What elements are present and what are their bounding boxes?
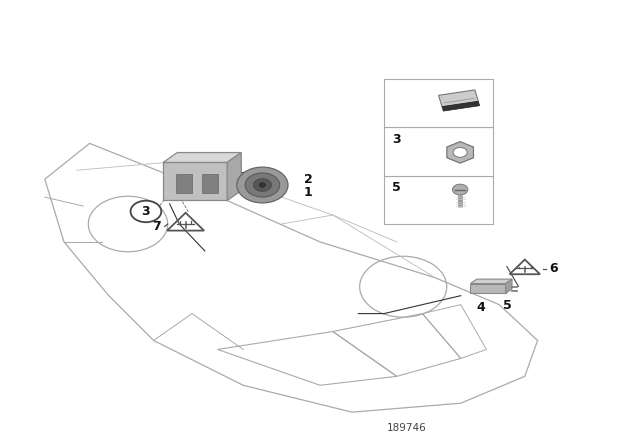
Circle shape [237,167,288,203]
Circle shape [131,201,161,222]
Text: 1: 1 [304,186,313,199]
Bar [163,163,227,201]
Circle shape [245,173,280,197]
Text: 2: 2 [304,172,313,186]
Circle shape [453,147,467,157]
Polygon shape [447,142,474,163]
Text: 3: 3 [141,205,150,218]
Text: 5: 5 [392,181,401,194]
Polygon shape [470,279,512,284]
Polygon shape [227,152,241,201]
Bar [384,176,493,224]
Circle shape [253,179,271,191]
Text: 7: 7 [152,220,161,233]
Bar [202,174,218,193]
Bar [470,284,506,293]
Polygon shape [163,152,241,163]
Text: 5: 5 [503,299,512,312]
Bar [384,79,493,127]
Bar [176,174,192,193]
Polygon shape [442,101,479,111]
Polygon shape [438,90,478,107]
Text: 4: 4 [477,301,486,314]
Circle shape [259,183,266,187]
Polygon shape [506,279,512,293]
Text: 3: 3 [392,133,401,146]
Text: 189746: 189746 [387,423,426,433]
Circle shape [452,184,468,195]
Text: 6: 6 [549,262,557,276]
Bar [384,127,493,176]
